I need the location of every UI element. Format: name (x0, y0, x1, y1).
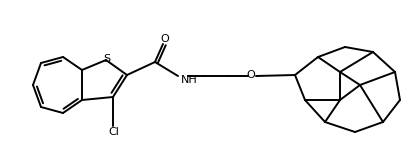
Text: O: O (161, 34, 169, 44)
Text: O: O (247, 70, 255, 80)
Text: S: S (103, 54, 111, 64)
Text: NH: NH (181, 75, 198, 85)
Text: Cl: Cl (109, 127, 120, 137)
